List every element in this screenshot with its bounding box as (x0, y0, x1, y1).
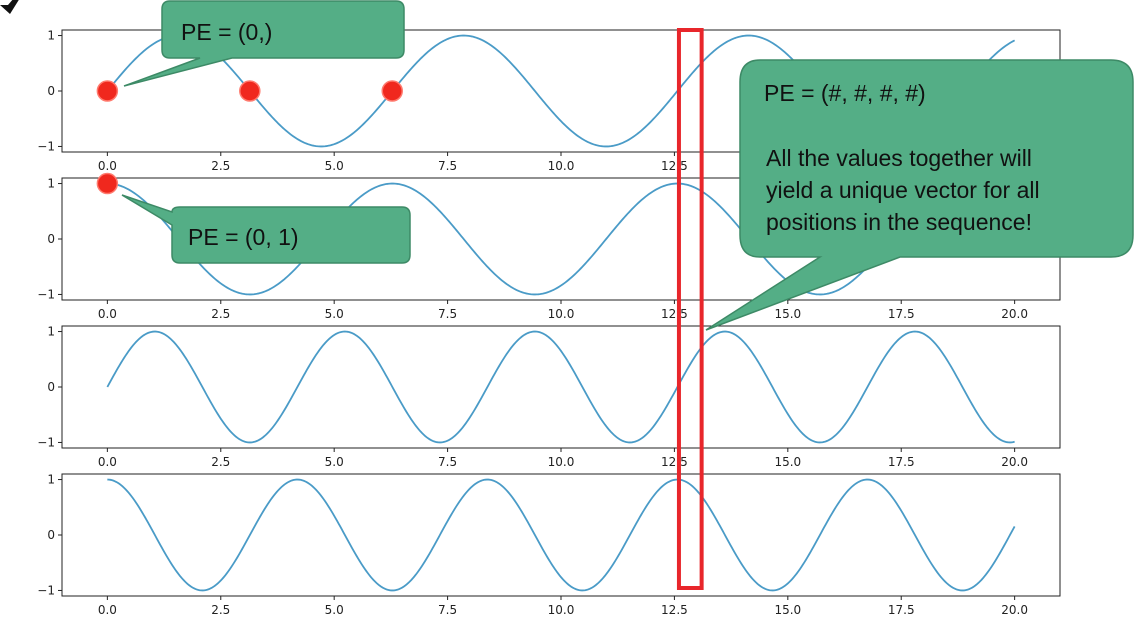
x-tick-label: 17.5 (888, 455, 915, 469)
x-tick-label: 12.5 (661, 307, 688, 321)
x-tick-label: 0.0 (98, 455, 117, 469)
x-tick-label: 7.5 (438, 159, 457, 173)
y-tick-label: 0 (47, 380, 55, 394)
axes-frame (61, 325, 1061, 449)
x-tick-label: 10.0 (548, 455, 575, 469)
x-tick-label: 5.0 (325, 455, 344, 469)
x-tick-label: 7.5 (438, 455, 457, 469)
x-tick-label: 5.0 (325, 307, 344, 321)
callout-right: PE = (#, #, #, #) All the values togethe… (705, 59, 1134, 331)
series-line (106, 330, 1015, 444)
y-tick-label: −1 (37, 139, 55, 153)
x-tick-label: 2.5 (211, 455, 230, 469)
callout-right-line1: PE = (#, #, #, #) (764, 80, 926, 106)
x-tick-label: 5.0 (325, 159, 344, 173)
callout-right-shape (705, 59, 1134, 331)
x-tick-label: 2.5 (211, 159, 230, 173)
y-tick-label: 0 (47, 84, 55, 98)
x-tick-label: 10.0 (548, 307, 575, 321)
x-tick-label: 2.5 (211, 603, 230, 617)
x-tick-label: 2.5 (211, 307, 230, 321)
x-tick-label: 15.0 (774, 455, 801, 469)
x-tick-label: 17.5 (888, 307, 915, 321)
data-marker (239, 80, 261, 102)
x-tick-label: 20.0 (1001, 455, 1028, 469)
heading-fragment (0, 0, 19, 14)
callout-middle: PE = (0, 1) (121, 194, 411, 264)
callout-top: PE = (0,) (123, 0, 405, 87)
data-marker (381, 80, 403, 102)
x-tick-label: 0.0 (98, 307, 117, 321)
y-tick-label: −1 (37, 287, 55, 301)
x-tick-label: 20.0 (1001, 603, 1028, 617)
y-tick-label: 1 (47, 177, 55, 191)
x-tick-label: 12.5 (661, 603, 688, 617)
x-tick-label: 17.5 (888, 603, 915, 617)
x-tick-label: 10.0 (548, 603, 575, 617)
y-tick-label: −1 (37, 583, 55, 597)
x-tick-label: 15.0 (774, 307, 801, 321)
callout-right-line3: yield a unique vector for all (766, 177, 1040, 203)
x-tick-label: 20.0 (1001, 307, 1028, 321)
y-tick-label: −1 (37, 435, 55, 449)
y-tick-label: 1 (47, 473, 55, 487)
callout-middle-text: PE = (0, 1) (188, 224, 299, 250)
y-tick-label: 1 (47, 29, 55, 43)
callout-right-line2: All the values together will (766, 145, 1032, 171)
highlight-band (676, 28, 704, 590)
data-marker (96, 172, 119, 195)
x-tick-label: 7.5 (438, 603, 457, 617)
charts-layer: 10−10.0 2.5 5.0 7.5 10.0 12.510−10.0 2.5 5.0 7.5… (37, 29, 1061, 617)
y-tick-label: 0 (47, 528, 55, 542)
x-tick-label: 15.0 (774, 603, 801, 617)
callout-top-shape (123, 0, 405, 87)
x-tick-label: 7.5 (438, 307, 457, 321)
data-marker (96, 80, 119, 102)
series-line (107, 478, 1016, 592)
y-tick-label: 1 (47, 325, 55, 339)
x-tick-label: 12.5 (661, 159, 688, 173)
callout-right-line4: positions in the sequence! (766, 209, 1032, 235)
chart-panel-3: 1 0 −1 0.0 2.5 5.0 7.5 10.0 12.5 15.0 17.5 20.0 (37, 325, 1061, 469)
x-tick-label: 0.0 (98, 603, 117, 617)
x-tick-label: 5.0 (325, 603, 344, 617)
chart-panel-4: 1 0 −1 0.0 2.5 5.0 7.5 10.0 12.5 15.0 17.5 20.0 (37, 473, 1061, 617)
callout-middle-shape (121, 194, 411, 264)
x-tick-label: 0.0 (98, 159, 117, 173)
callout-top-text: PE = (0,) (181, 19, 272, 45)
x-tick-label: 12.5 (661, 455, 688, 469)
x-tick-label: 10.0 (548, 159, 575, 173)
y-tick-label: 0 (47, 232, 55, 246)
